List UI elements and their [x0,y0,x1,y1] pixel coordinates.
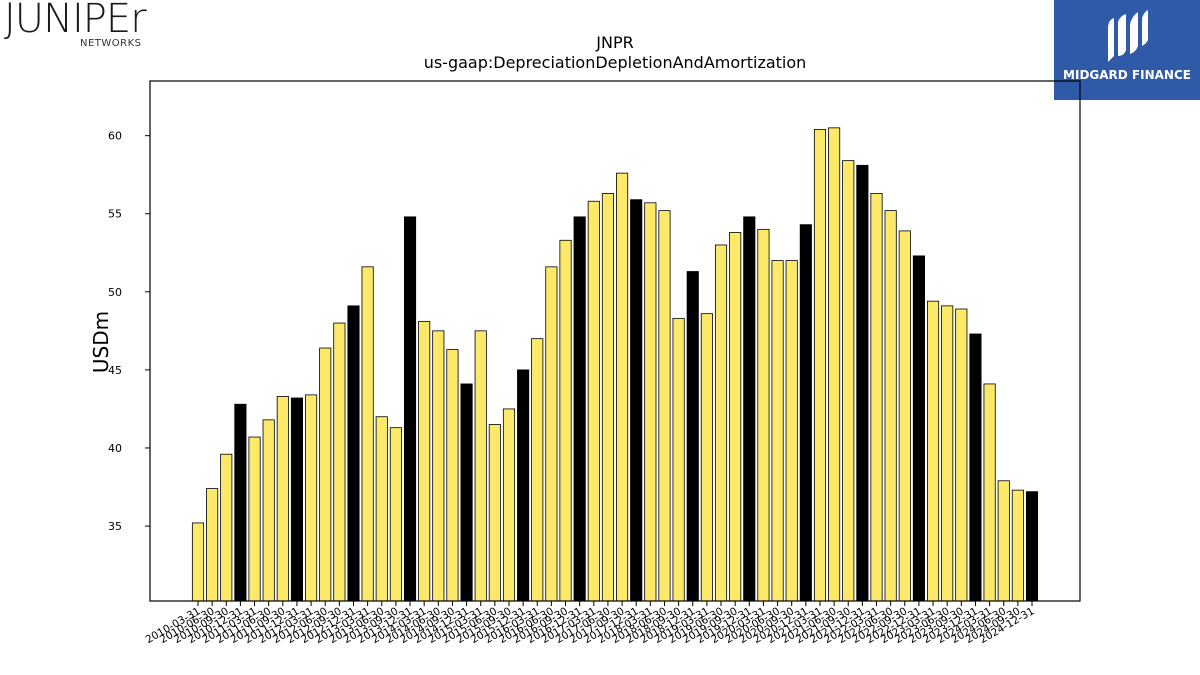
bar-2021-09-30 [842,160,855,602]
bar-2023-06-30 [941,305,954,602]
chart-subtitle: us-gaap:DepreciationDepletionAndAmortiza… [424,53,807,72]
bar-2013-12-31 [403,216,417,602]
bar-2013-06-30 [375,416,388,602]
bar-2015-03-31 [474,330,487,602]
y-tick-label: 40 [108,442,122,455]
bar-2019-12-31 [743,216,756,602]
bar-2017-09-30 [616,172,629,602]
bar-2024-09-30 [1011,489,1024,602]
bar-2011-12-31 [290,397,304,602]
bar-2010-12-31 [234,403,247,602]
y-tick-label: 60 [108,130,122,143]
bar-2018-09-30 [672,317,685,602]
y-tick-label: 45 [108,364,122,377]
bar-2019-06-30 [714,244,728,602]
bar-2016-12-31 [573,216,586,602]
y-tick-label: 55 [108,208,122,221]
bar-2014-09-30 [446,349,459,602]
juniper-logo-subtext: NETWORKS [80,38,142,49]
bar-2012-06-30 [319,347,332,602]
bar-2014-12-31 [460,383,473,602]
bar-2019-09-30 [729,232,742,602]
bar-2024-12-31 [1025,491,1039,602]
bar-2024-03-31 [983,383,996,602]
bar-2018-12-31 [686,271,699,602]
y-axis-ticks: 35 40 45 50 55 60 [108,130,150,533]
bar-2015-09-30 [502,408,516,602]
midgard-emblem-icon [1108,10,1148,62]
juniper-logo-wordmark: JUNIPEr [4,0,147,42]
bar-2010-06-30 [206,488,219,602]
bar-2020-12-31 [799,224,812,602]
bar-2021-03-31 [813,129,827,602]
bar-2016-09-30 [559,239,572,602]
bar-2024-06-30 [997,480,1010,602]
bar-2017-06-30 [601,193,614,602]
x-axis-ticks: 2010-03-312010-06-302010-09-302010-12-31… [144,601,1037,646]
y-axis-label: USDm [89,311,113,373]
bar-2023-09-30 [955,308,968,602]
bar-2016-03-31 [531,338,544,602]
bar-2020-09-30 [785,260,798,602]
midgard-finance-logo: MIDGARD FINANCE [1054,0,1200,100]
bar-2022-06-30 [884,210,897,602]
bar-2023-12-31 [969,333,982,602]
bar-2012-03-31 [305,394,318,602]
bar-2018-03-31 [644,202,657,602]
bar-2010-09-30 [220,453,233,602]
bar-2015-06-30 [488,424,501,602]
bar-2017-12-31 [630,199,643,602]
y-tick-label: 50 [108,286,122,299]
bar-2020-06-30 [771,260,784,602]
bar-2011-09-30 [276,396,289,602]
bar-2013-09-30 [389,427,402,602]
y-tick-label: 35 [108,520,122,533]
bar-2022-03-31 [870,193,883,602]
bar-2020-03-31 [757,228,770,602]
plot-frame [149,80,1081,602]
bar-2014-06-30 [432,330,445,602]
bar-2021-12-31 [856,164,869,602]
midgard-logo-label: MIDGARD FINANCE [1063,68,1191,82]
bar-2023-03-31 [926,300,940,602]
chart-title: JNPR [595,33,633,52]
bar-2017-03-31 [587,200,600,602]
bar-2018-06-30 [658,210,671,602]
bar-2016-06-30 [545,266,558,602]
bar-2011-06-30 [262,419,275,602]
bar-2014-03-31 [418,321,431,602]
juniper-logo: JUNIPEr NETWORKS [4,0,164,50]
bar-2022-12-31 [912,255,925,602]
bar-2021-06-30 [828,127,841,602]
bars-group [191,127,1039,602]
bar-2013-03-31 [361,266,374,602]
bar-2022-09-30 [898,230,911,602]
bar-2011-03-31 [248,436,261,602]
bar-2012-12-31 [347,305,360,602]
bar-2010-03-31 [191,522,205,602]
bar-2012-09-30 [333,322,346,602]
bar-2019-03-31 [700,313,713,602]
bar-2015-12-31 [517,369,530,602]
